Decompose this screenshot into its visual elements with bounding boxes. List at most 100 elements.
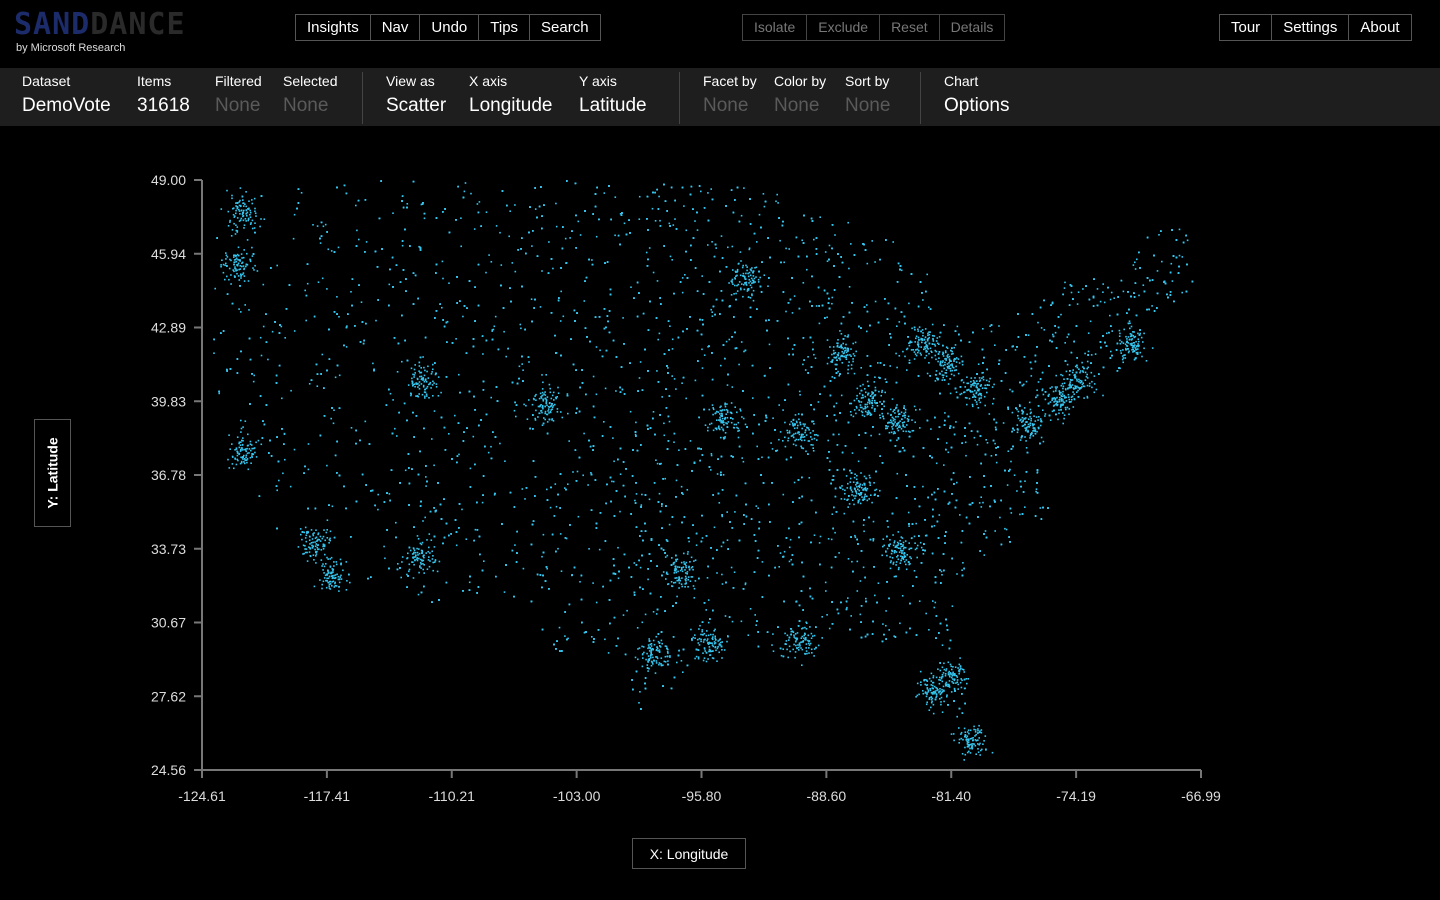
data-point	[546, 567, 548, 570]
insights-button[interactable]: Insights	[296, 15, 371, 40]
data-point	[322, 225, 325, 228]
data-point	[720, 545, 723, 548]
data-point	[1170, 262, 1173, 265]
data-point	[464, 182, 467, 184]
data-point	[582, 474, 584, 477]
tour-button[interactable]: Tour	[1220, 15, 1273, 40]
chart-options-selector[interactable]: Chart Options	[944, 73, 1009, 117]
data-point	[595, 235, 598, 238]
settings-button[interactable]: Settings	[1272, 15, 1350, 40]
data-point	[877, 582, 880, 584]
data-point	[590, 472, 592, 474]
search-button[interactable]: Search	[541, 19, 589, 36]
data-point	[669, 325, 671, 327]
data-point	[711, 241, 713, 243]
data-point	[552, 267, 554, 270]
data-point	[668, 222, 671, 225]
view-as-selector[interactable]: View as Scatter	[386, 73, 446, 117]
data-point	[726, 539, 729, 541]
data-point	[396, 435, 398, 437]
data-point	[933, 525, 936, 527]
tips-button[interactable]: Tips	[479, 15, 531, 40]
data-point	[743, 350, 745, 353]
data-point	[420, 203, 423, 206]
data-point	[640, 504, 643, 506]
data-point	[722, 474, 725, 476]
data-point	[655, 613, 658, 615]
data-point	[528, 361, 530, 363]
data-point	[865, 597, 867, 600]
data-point	[801, 239, 803, 242]
data-point	[756, 445, 758, 448]
x-axis-selector[interactable]: X axis Longitude	[469, 73, 552, 117]
data-point	[513, 409, 516, 412]
data-point	[499, 231, 501, 234]
data-point	[511, 262, 514, 264]
data-point	[793, 295, 796, 297]
data-point	[213, 352, 215, 354]
data-point	[672, 224, 675, 226]
data-point	[874, 261, 876, 263]
details-button[interactable]: Details	[950, 19, 994, 35]
data-point	[500, 264, 503, 266]
data-point	[1078, 387, 1081, 389]
data-point	[908, 302, 910, 305]
data-point	[1138, 294, 1140, 297]
data-point	[699, 624, 701, 627]
data-point	[985, 439, 987, 441]
data-point	[693, 597, 696, 599]
data-point	[731, 386, 734, 388]
data-point	[696, 229, 699, 231]
data-point	[534, 208, 537, 210]
sort-by-selector[interactable]: Sort by None	[845, 73, 890, 117]
data-point	[851, 452, 854, 454]
data-point	[813, 353, 815, 356]
data-point	[791, 348, 794, 350]
data-point	[874, 376, 876, 378]
dataset-selector[interactable]: Dataset DemoVote	[22, 73, 111, 117]
data-point	[694, 220, 696, 222]
data-point	[725, 340, 728, 343]
data-point	[588, 548, 590, 550]
isolate-button[interactable]: Isolate	[743, 15, 808, 40]
data-point	[324, 223, 327, 226]
data-point	[827, 538, 830, 540]
about-button[interactable]: About	[1360, 19, 1400, 36]
data-point	[990, 455, 993, 457]
data-point	[660, 462, 662, 465]
color-by-selector[interactable]: Color by None	[774, 73, 826, 117]
data-point	[758, 213, 761, 216]
data-point	[934, 601, 937, 604]
reset-button[interactable]: Reset	[880, 15, 940, 40]
data-point	[441, 306, 443, 309]
x-axis-value: Longitude	[469, 95, 553, 116]
data-point	[893, 551, 896, 554]
facet-by-selector[interactable]: Facet by None	[703, 73, 757, 117]
data-point	[990, 330, 993, 333]
data-point	[913, 570, 916, 572]
data-point	[783, 261, 785, 264]
selected-value: None	[283, 95, 329, 116]
data-point	[878, 390, 880, 393]
sort-by-value: None	[845, 95, 891, 116]
data-point	[446, 320, 449, 323]
data-point	[1035, 490, 1037, 493]
data-point	[691, 576, 694, 578]
nav-button[interactable]: Nav	[371, 15, 421, 40]
data-point	[1009, 388, 1011, 391]
data-point	[995, 461, 998, 464]
data-point	[491, 330, 493, 332]
data-point	[455, 338, 457, 340]
data-point	[623, 222, 626, 225]
data-point	[1006, 484, 1009, 486]
data-point	[638, 702, 640, 704]
data-point	[916, 544, 919, 547]
data-point	[276, 264, 278, 267]
data-point	[494, 315, 497, 318]
undo-button[interactable]: Undo	[420, 15, 480, 40]
data-point	[776, 449, 779, 452]
exclude-button[interactable]: Exclude	[807, 15, 881, 40]
y-axis-selector[interactable]: Y axis Latitude	[579, 73, 647, 117]
